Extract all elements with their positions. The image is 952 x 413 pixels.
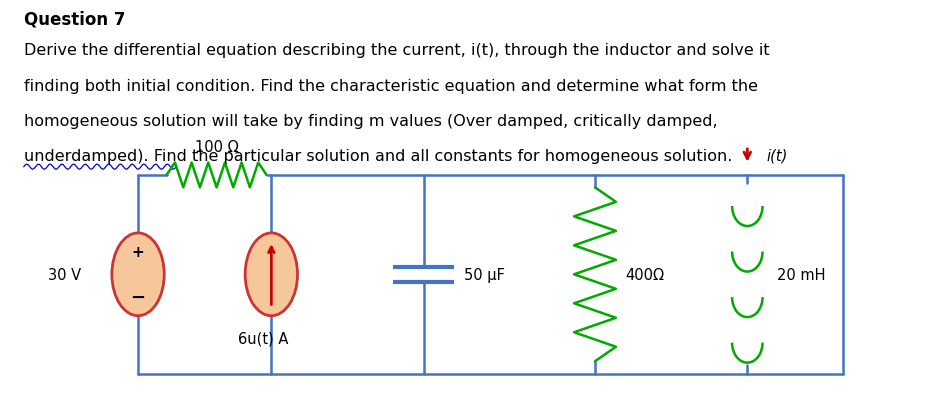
Ellipse shape	[111, 233, 165, 316]
Text: 400Ω: 400Ω	[625, 267, 664, 282]
Ellipse shape	[245, 233, 297, 316]
Text: finding both initial condition. Find the characteristic equation and determine w: finding both initial condition. Find the…	[24, 78, 758, 93]
Text: −: −	[130, 288, 146, 306]
Text: i(t): i(t)	[766, 148, 787, 164]
Text: Derive the differential equation describing the current, i(t), through the induc: Derive the differential equation describ…	[24, 43, 769, 58]
Text: homogeneous solution will take by finding m values (Over damped, critically damp: homogeneous solution will take by findin…	[24, 114, 718, 128]
Text: underdamped). Find the particular solution and all constants for homogeneous sol: underdamped). Find the particular soluti…	[24, 149, 732, 164]
Text: +: +	[131, 244, 145, 259]
Text: 100 Ω: 100 Ω	[195, 140, 238, 155]
Text: 6u(t) A: 6u(t) A	[238, 330, 288, 345]
Text: Question 7: Question 7	[24, 10, 126, 28]
Text: 20 mH: 20 mH	[777, 267, 825, 282]
Text: 50 μF: 50 μF	[464, 267, 505, 282]
Text: 30 V: 30 V	[48, 267, 81, 282]
